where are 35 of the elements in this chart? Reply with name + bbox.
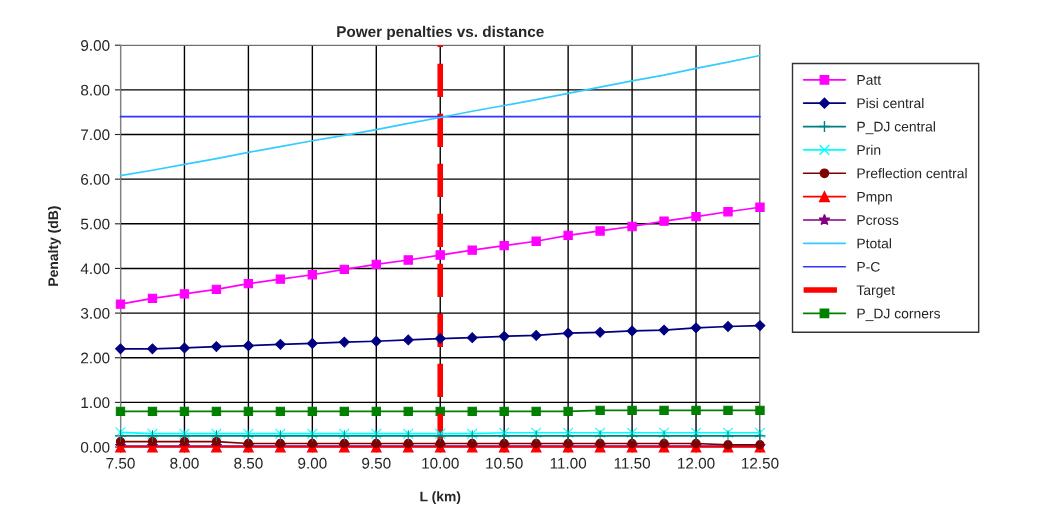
chart-title: Power penalties vs. distance	[337, 25, 544, 41]
legend-label: P_DJ central	[857, 121, 935, 135]
y-tick-label: 5.00	[80, 218, 110, 230]
legend-label: Target	[856, 285, 895, 298]
legend-label: Pisi central	[857, 97, 924, 109]
y-tick-label: 1.00	[81, 397, 110, 409]
y-tick-label: 7.00	[81, 129, 110, 141]
y-axis-title: Penalty (dB)	[47, 206, 61, 286]
legend-label: Patt	[857, 75, 881, 85]
legend-label: Prin	[857, 144, 881, 155]
x-tick-label: 12.00	[678, 457, 715, 469]
x-tick-label: 12.50	[742, 457, 779, 469]
x-tick-label: 8.00	[170, 457, 199, 469]
y-tick-label: 3.00	[80, 307, 110, 319]
x-tick-label: 10.50	[486, 457, 523, 469]
y-tick-label: 4.00	[80, 263, 110, 275]
legend-label: Pmpn	[857, 191, 892, 205]
y-tick-label: 2.00	[81, 352, 110, 364]
legend-label: Pcross	[857, 215, 899, 225]
legend-label: Preflection central	[857, 168, 967, 179]
legend-label: P_DJ corners	[857, 308, 941, 322]
legend-label: Ptotal	[857, 238, 891, 249]
y-tick-label: 8.00	[81, 84, 110, 96]
y-tick-label: 6.00	[81, 174, 110, 185]
x-tick-label: 9.00	[298, 457, 327, 469]
y-tick-label: 9.00	[81, 40, 110, 51]
legend-label: P-C	[857, 261, 880, 272]
y-tick-label: 0.00	[80, 441, 110, 453]
x-tick-label: 9.50	[362, 457, 391, 469]
x-tick-label: 11.50	[614, 457, 651, 469]
x-tick-label: 8.50	[234, 457, 263, 469]
x-tick-label: 11.00	[550, 457, 587, 469]
x-tick-label: 10.00	[422, 457, 459, 469]
x-axis-title: L (km)	[420, 491, 461, 505]
x-tick-label: 7.50	[106, 457, 135, 469]
